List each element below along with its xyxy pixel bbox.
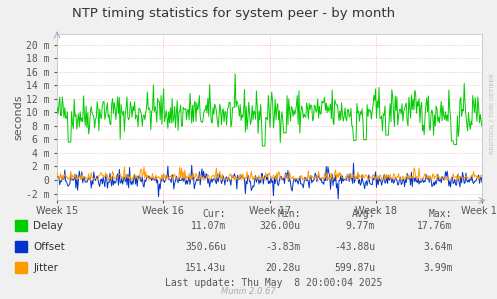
Text: 11.07m: 11.07m xyxy=(191,221,226,231)
Text: 9.77m: 9.77m xyxy=(346,221,375,231)
Text: -43.88u: -43.88u xyxy=(334,242,375,252)
Text: NTP timing statistics for system peer - by month: NTP timing statistics for system peer - … xyxy=(72,7,395,20)
Y-axis label: seconds: seconds xyxy=(13,94,23,140)
Text: 350.66u: 350.66u xyxy=(185,242,226,252)
Text: Last update: Thu May  8 20:00:04 2025: Last update: Thu May 8 20:00:04 2025 xyxy=(165,277,382,288)
Text: 17.76m: 17.76m xyxy=(417,221,452,231)
Text: Munin 2.0.67: Munin 2.0.67 xyxy=(221,287,276,296)
Text: Jitter: Jitter xyxy=(33,263,58,273)
Text: Delay: Delay xyxy=(33,221,63,231)
Text: Min:: Min: xyxy=(277,209,301,219)
Text: -3.83m: -3.83m xyxy=(265,242,301,252)
Text: 3.99m: 3.99m xyxy=(423,263,452,273)
Text: Avg:: Avg: xyxy=(352,209,375,219)
Text: Offset: Offset xyxy=(33,242,65,252)
Text: Cur:: Cur: xyxy=(203,209,226,219)
Text: 3.64m: 3.64m xyxy=(423,242,452,252)
Text: 20.28u: 20.28u xyxy=(265,263,301,273)
Text: 326.00u: 326.00u xyxy=(259,221,301,231)
Text: 599.87u: 599.87u xyxy=(334,263,375,273)
Text: Max:: Max: xyxy=(429,209,452,219)
Text: RRDTOOL / TOBI OETIKER: RRDTOOL / TOBI OETIKER xyxy=(490,73,495,154)
Text: 151.43u: 151.43u xyxy=(185,263,226,273)
